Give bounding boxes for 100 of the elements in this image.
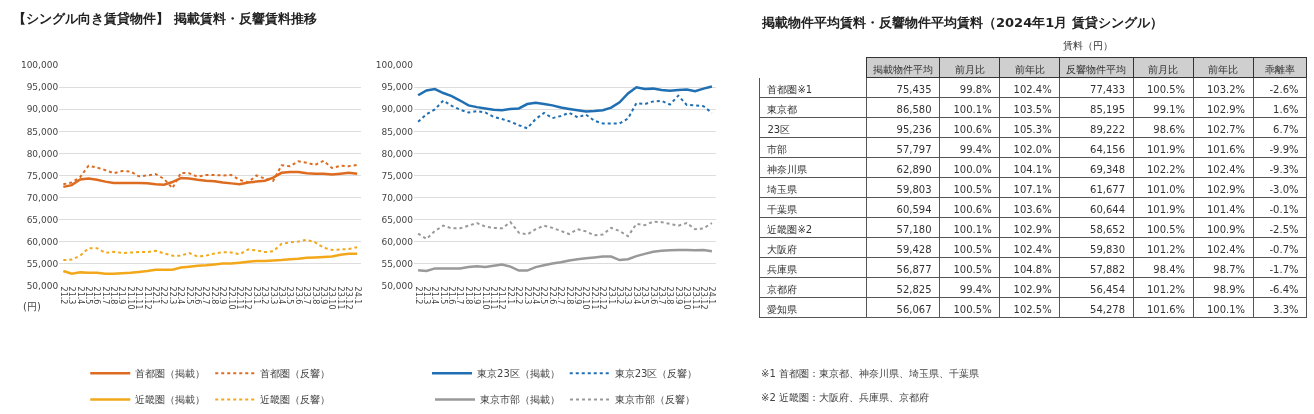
x-tick-label: 22.9 (218, 286, 228, 305)
text: 61,677 (1090, 183, 1126, 195)
text: 57,882 (1090, 263, 1126, 275)
x-tick-label: 23.12 (344, 286, 354, 310)
text: 103.2% (1206, 83, 1246, 95)
text: 104.1% (1013, 163, 1052, 175)
text: 57,180 (896, 223, 932, 235)
text: 100.5% (953, 183, 992, 195)
y-axis-title: (円) (23, 301, 41, 312)
x-tick-label: 21.11 (489, 286, 499, 310)
y-tick-label: 50,000 (26, 280, 59, 291)
x-tick-label: 23.3 (623, 286, 633, 305)
category-label: 前年比 (1208, 63, 1239, 75)
y-tick-label: 55,000 (381, 258, 414, 269)
x-tick-label: 22.6 (193, 286, 203, 305)
text: 101.4% (1206, 203, 1246, 215)
text: 89,222 (1090, 123, 1126, 135)
category-label: 愛知県 (767, 303, 798, 315)
text: 95,236 (896, 123, 932, 135)
text: 賃料（円） (1063, 40, 1113, 51)
category-label: 前年比 (1014, 63, 1045, 75)
x-tick-label: 21.10 (480, 286, 490, 310)
y-tick-label: 75,000 (26, 170, 59, 181)
y-tick-label: 65,000 (381, 214, 414, 225)
x-tick-label: 21.8 (463, 286, 473, 305)
text: 56,454 (1090, 283, 1126, 295)
text: 69,348 (1090, 163, 1126, 175)
y-tick-label: 100,000 (20, 60, 59, 71)
y-tick-label: 75,000 (381, 170, 414, 181)
text: 56,067 (896, 303, 932, 315)
category-label: 兵庫県 (767, 263, 798, 275)
text: 100.1% (953, 223, 992, 235)
y-tick-label: 90,000 (26, 104, 59, 115)
text: -6.4% (1269, 283, 1299, 295)
text: 60,644 (1090, 203, 1126, 215)
text: 99.1% (1153, 103, 1186, 115)
x-tick-label: 23.10 (327, 286, 337, 310)
category-label: 千葉県 (767, 203, 798, 215)
text: ※2 近畿圏：大阪府、兵庫県、京都府 (761, 392, 929, 403)
x-tick-label: 21.2 (58, 286, 68, 305)
y-tick-label: 70,000 (26, 192, 59, 203)
text: 98.4% (1153, 263, 1186, 275)
x-tick-label: 23.4 (277, 286, 286, 305)
category-label: 反響物件平均 (1066, 63, 1127, 75)
text: 102.0% (1013, 143, 1052, 155)
y-tick-label: 95,000 (381, 82, 414, 93)
x-tick-label: 23.4 (631, 286, 641, 305)
text: 60,594 (896, 203, 932, 215)
text: 100.0% (953, 163, 992, 175)
x-tick-label: 22.7 (556, 286, 566, 305)
x-tick-label: 21.7 (455, 286, 465, 305)
y-tick-label: 60,000 (26, 236, 59, 247)
x-tick-label: 21.5 (438, 286, 448, 305)
x-tick-label: 23.9 (673, 286, 683, 305)
text: -3.0% (1269, 183, 1299, 195)
line-series (62, 252, 359, 275)
x-tick-label: 23.6 (293, 286, 303, 305)
y-tick-label: 60,000 (381, 236, 414, 247)
category-label: 前月比 (1148, 63, 1179, 75)
text: 100.6% (953, 203, 992, 215)
x-tick-label: 21.3 (421, 286, 431, 305)
x-tick-label: 23.5 (640, 286, 650, 305)
text: 85,195 (1090, 103, 1126, 115)
x-tick-label: 21.8 (109, 286, 119, 305)
text: 102.9% (1206, 103, 1246, 115)
line-series (62, 238, 359, 262)
x-tick-label: 21.10 (125, 286, 135, 310)
y-tick-label: 55,000 (26, 258, 59, 269)
x-tick-label: 22.12 (598, 286, 608, 310)
x-tick-label: 22.2 (159, 286, 169, 305)
x-tick-label: 21.6 (92, 286, 102, 305)
text: 105.3% (1013, 123, 1052, 135)
x-tick-label: 23.11 (690, 286, 700, 310)
text: -0.1% (1269, 203, 1299, 215)
text: 100.9% (1206, 223, 1246, 235)
text: 62,890 (896, 163, 932, 175)
category-label: 乖離率 (1264, 63, 1295, 75)
x-tick-label: 23.2 (614, 286, 624, 305)
text: 102.9% (1013, 223, 1052, 235)
legend-label: 近畿圏（掲載） (135, 394, 206, 406)
text: 75,435 (896, 83, 932, 95)
x-tick-label: 22.3 (167, 286, 177, 305)
x-tick-label: 22.4 (176, 286, 186, 305)
category-label: 市部 (767, 143, 788, 155)
x-tick-label: 23.3 (268, 286, 278, 305)
x-tick-label: 23.11 (335, 286, 345, 310)
x-tick-label: 22.9 (573, 286, 583, 305)
x-tick-label: 21.4 (430, 286, 440, 305)
text: 52,825 (896, 283, 932, 295)
text: 98.7% (1213, 263, 1246, 275)
x-tick-label: 22.10 (226, 286, 236, 310)
text: 102.7% (1206, 123, 1246, 135)
x-tick-label: 23.7 (302, 286, 312, 305)
category-label: 大阪府 (767, 243, 798, 255)
text: 101.6% (1206, 143, 1246, 155)
text: 58,652 (1090, 223, 1126, 235)
x-tick-label: 23.8 (310, 286, 320, 305)
text: 98.9% (1213, 283, 1246, 295)
text: 102.4% (1013, 83, 1052, 95)
x-tick-label: 21.12 (497, 286, 507, 310)
